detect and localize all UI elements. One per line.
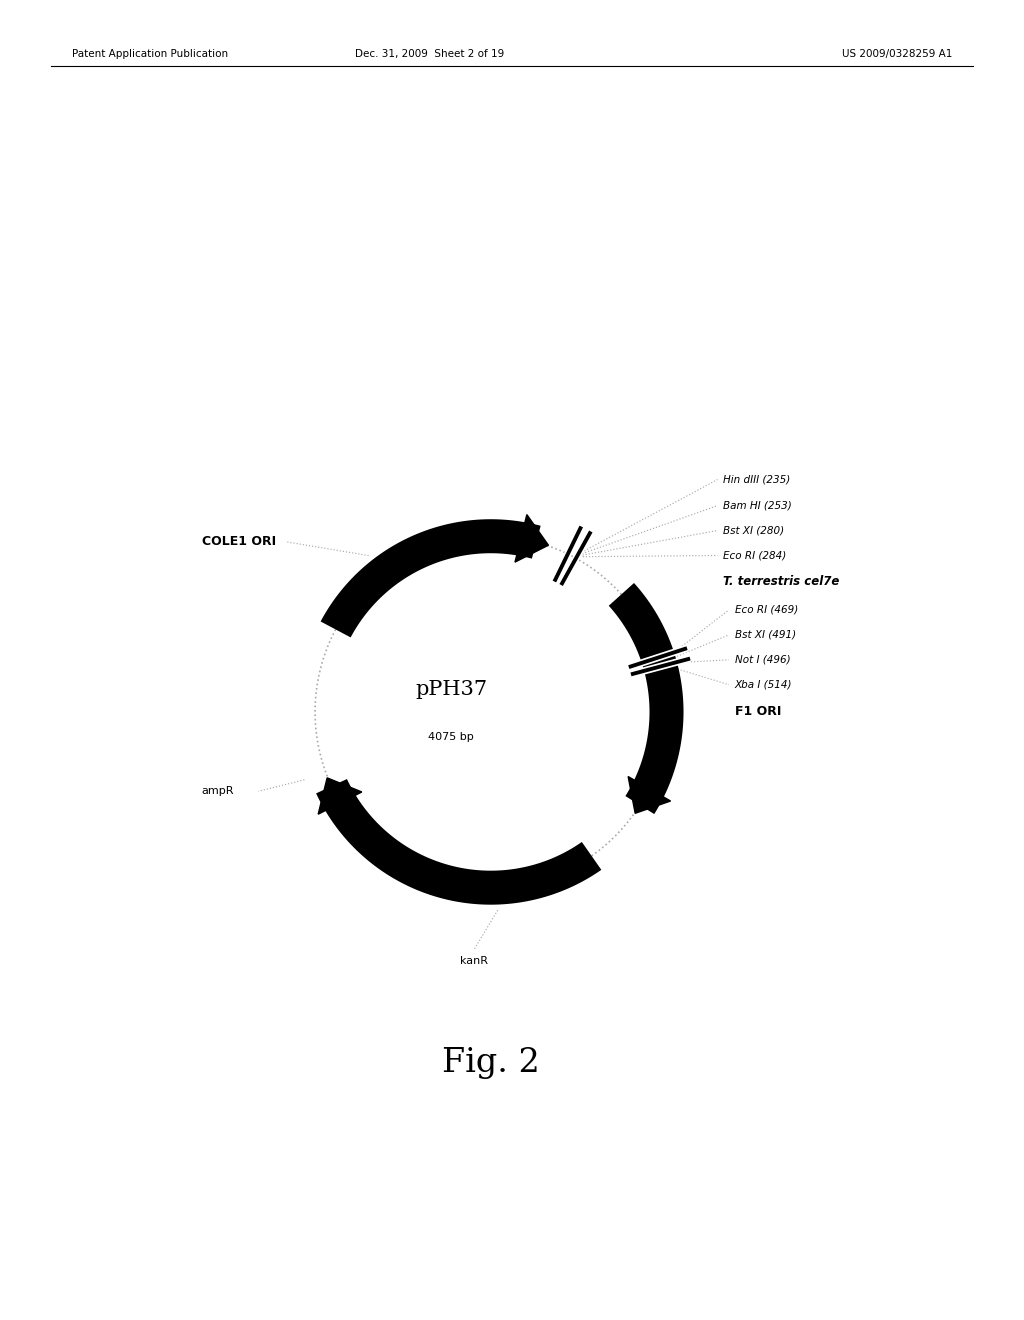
Text: pPH37: pPH37 — [415, 680, 487, 698]
Text: Patent Application Publication: Patent Application Publication — [72, 49, 227, 59]
Text: T. terrestris cel7e: T. terrestris cel7e — [723, 576, 840, 589]
Text: ampR: ampR — [202, 787, 234, 796]
Polygon shape — [321, 519, 541, 638]
Text: kanR: kanR — [460, 957, 487, 966]
Text: Bam HI (253): Bam HI (253) — [723, 500, 792, 511]
Polygon shape — [316, 779, 601, 904]
Text: F1 ORI: F1 ORI — [734, 705, 781, 718]
Text: COLE1 ORI: COLE1 ORI — [202, 536, 275, 548]
Text: Bst XI (280): Bst XI (280) — [723, 525, 784, 536]
Polygon shape — [608, 583, 683, 814]
Text: Hin dIII (235): Hin dIII (235) — [723, 474, 791, 484]
Text: Eco RI (284): Eco RI (284) — [723, 550, 786, 561]
Polygon shape — [318, 777, 361, 814]
Text: Eco RI (469): Eco RI (469) — [734, 605, 798, 615]
Polygon shape — [628, 776, 671, 813]
Text: Bst XI (491): Bst XI (491) — [734, 630, 796, 640]
Text: Not I (496): Not I (496) — [734, 655, 791, 665]
Text: Dec. 31, 2009  Sheet 2 of 19: Dec. 31, 2009 Sheet 2 of 19 — [355, 49, 505, 59]
Polygon shape — [515, 515, 549, 562]
Text: Xba I (514): Xba I (514) — [734, 680, 792, 690]
Text: US 2009/0328259 A1: US 2009/0328259 A1 — [842, 49, 952, 59]
Text: Fig. 2: Fig. 2 — [442, 1047, 540, 1080]
Text: 4075 bp: 4075 bp — [428, 731, 474, 742]
